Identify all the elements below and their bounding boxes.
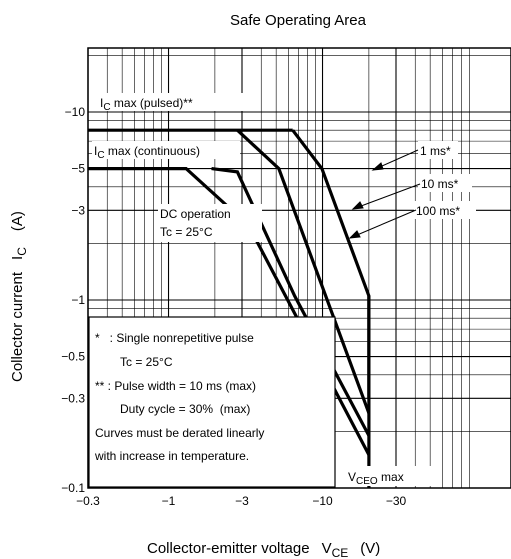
y-tick-label: −0.1 [61,481,85,495]
y-tick-label: −0.3 [61,391,85,405]
note-line-6: with increase in temperature. [94,449,249,463]
note-line-1: * : Single nonrepetitive pulse [95,331,254,345]
label-1ms: 1 ms* [420,144,451,158]
note-line-2: Tc = 25°C [120,355,173,369]
tick-labels: −0.3 −1 −3 −10 −30−0.1−0.3−0.5−1−3−5−10 [61,105,406,508]
x-tick-label: −3 [235,494,249,508]
y-tick-label: −5 [71,162,85,176]
y-tick-label: −10 [65,105,86,119]
annotation-arrows [348,149,421,239]
label-10ms: 10 ms* [421,177,459,191]
note-line-3: ** : Pulse width = 10 ms (max) [95,379,256,393]
x-tick-label: −30 [386,494,407,508]
x-axis-title: Collector-emitter voltage VCE (V) [147,540,380,559]
plot-frame [87,47,511,489]
dc-operation-label: DC operation [160,207,231,221]
y-tick-label: −1 [71,293,85,307]
x-tick-label: −0.3 [76,494,100,508]
y-tick-label: −3 [71,203,85,217]
vceo-max-label: VCEO max [348,470,404,487]
x-tick-label: −1 [162,494,176,508]
y-axis-title: Collector currentIC(A) [9,211,29,382]
ic-continuous-label: IC max (continuous) [94,144,200,161]
x-tick-label: −10 [312,494,333,508]
chart-title: Safe Operating Area [230,12,367,29]
series-lines [88,128,371,488]
label-100ms: 100 ms* [416,204,460,218]
y-tick-label: −0.5 [61,350,85,364]
series-line-2 [236,129,371,414]
dc-temperature-label: Tc = 25°C [160,225,213,239]
notes-box [88,316,336,488]
note-line-5: Curves must be derated linearly [95,426,264,440]
note-line-4: Duty cycle = 30% (max) [120,402,250,416]
ic-pulsed-label: IC max (pulsed)** [100,96,193,113]
